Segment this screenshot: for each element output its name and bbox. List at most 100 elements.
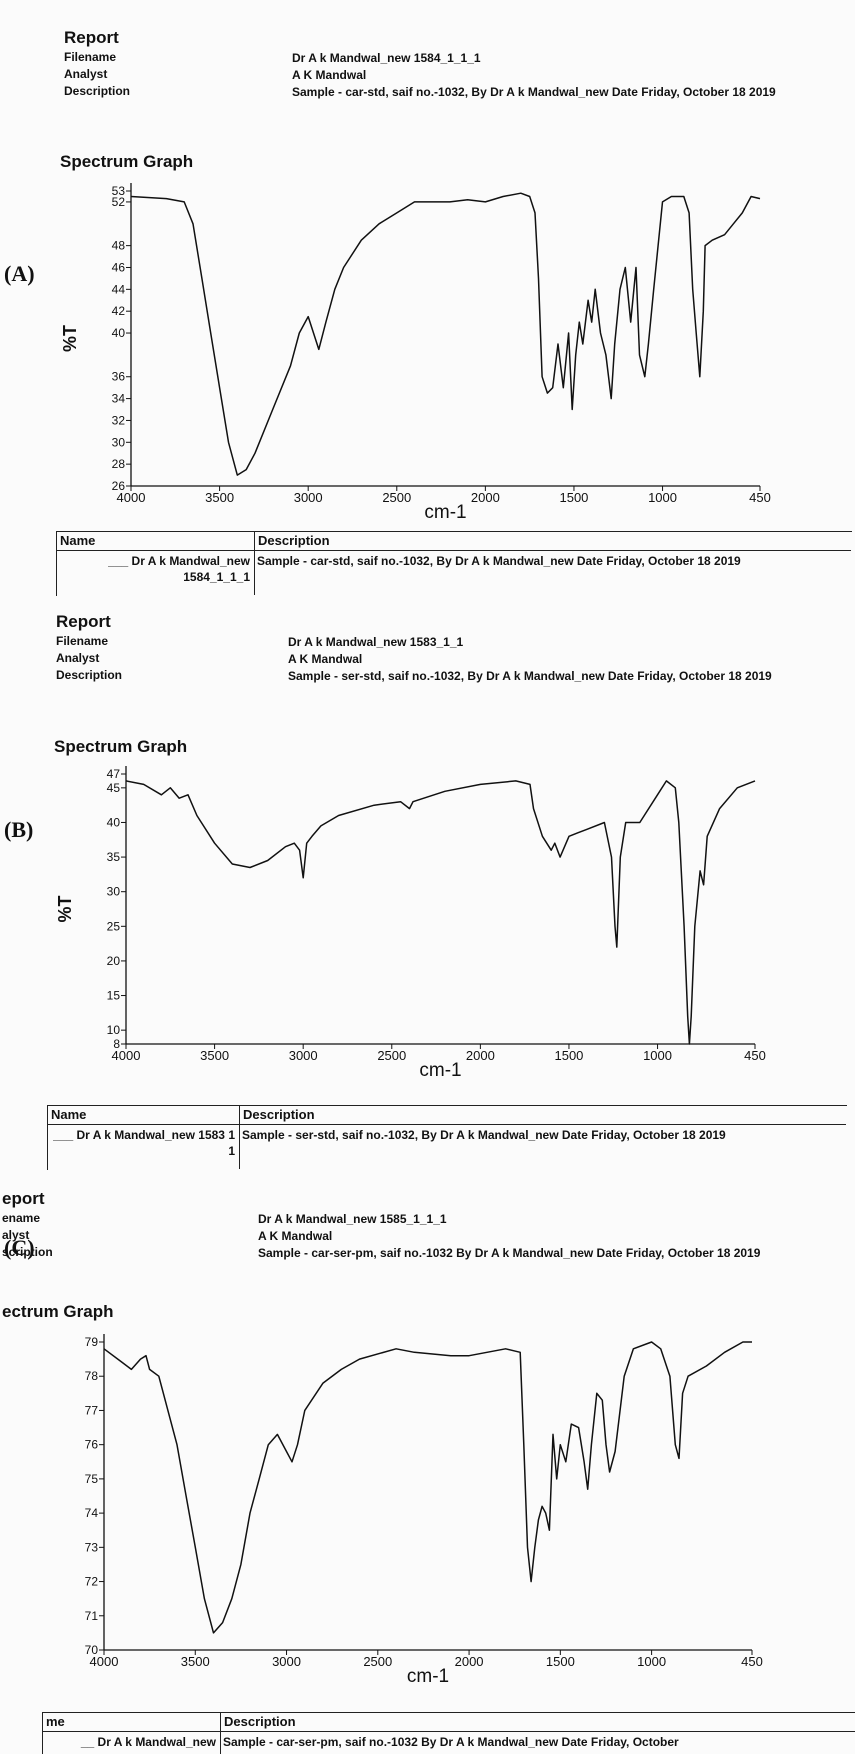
y-tick-label: 46 (112, 260, 126, 274)
y-tick-label: 42 (112, 304, 126, 318)
x-tick-label: 1500 (554, 1048, 583, 1063)
y-tick-label: 70 (85, 1643, 99, 1657)
x-tick-label: 450 (741, 1654, 763, 1669)
x-axis-label: cm-1 (419, 1060, 461, 1081)
table-header-rule (42, 1731, 855, 1732)
y-tick-label: 53 (112, 184, 126, 198)
report-heading: eport (2, 1189, 45, 1208)
table-header: me (46, 1714, 65, 1729)
field-value: Dr A k Mandwal_new 1585_1_1_1 (258, 1212, 447, 1226)
spectrum-line (125, 780, 756, 1045)
x-tick-label: 2000 (455, 1654, 484, 1669)
panel-label: (A) (4, 261, 35, 286)
spectrum-line (130, 192, 761, 476)
table-header: Name (51, 1107, 87, 1122)
y-tick-label: 71 (85, 1609, 99, 1623)
x-axis-label: cm-1 (424, 502, 466, 523)
panel-label: (C) (4, 1235, 35, 1260)
y-tick-label: 26 (112, 479, 126, 493)
panel-label: (B) (4, 817, 34, 842)
y-tick-label: 8 (113, 1037, 120, 1051)
table-cell: __ Dr A k Mandwal_new (80, 1735, 216, 1749)
x-tick-label: 4000 (117, 490, 146, 505)
x-tick-label: 450 (749, 490, 771, 505)
x-tick-label: 450 (744, 1048, 766, 1063)
y-tick-label: 52 (112, 195, 126, 209)
y-tick-label: 78 (85, 1369, 99, 1383)
x-tick-label: 2000 (471, 490, 500, 505)
y-tick-label: 35 (107, 850, 121, 864)
table-cell: Sample - ser-std, saif no.-1032, By Dr A… (242, 1128, 726, 1142)
y-tick-label: 10 (107, 1023, 121, 1037)
field-value: A K Mandwal (292, 68, 367, 82)
x-tick-label: 1000 (637, 1654, 666, 1669)
y-tick-label: 15 (107, 989, 121, 1003)
x-tick-label: 2500 (363, 1654, 392, 1669)
report-table (47, 1105, 847, 1170)
x-tick-label: 3500 (200, 1048, 229, 1063)
table-cell: ___ Dr A k Mandwal_new 1583 1 1 (53, 1128, 235, 1158)
y-tick-label: 20 (107, 954, 121, 968)
x-tick-label: 1500 (559, 490, 588, 505)
report-table (56, 531, 852, 596)
x-axis-label: cm-1 (407, 1666, 449, 1687)
field-value: A K Mandwal (258, 1229, 333, 1243)
y-tick-label: 76 (85, 1438, 99, 1452)
x-tick-label: 1500 (546, 1654, 575, 1669)
x-tick-label: 4000 (112, 1048, 141, 1063)
y-tick-label: 40 (107, 815, 121, 829)
spectrum-line (103, 1341, 752, 1634)
x-tick-label: 2000 (466, 1048, 495, 1063)
field-label: alyst (2, 1228, 30, 1242)
y-axis-label: %T (55, 895, 75, 922)
x-tick-label: 2500 (382, 490, 411, 505)
y-tick-label: 25 (107, 919, 121, 933)
field-value: Sample - ser-std, saif no.-1032, By Dr A… (288, 669, 772, 683)
field-label: Analyst (64, 67, 108, 81)
report-heading: Report (64, 28, 119, 47)
field-label: scription (2, 1245, 53, 1259)
report-heading: Report (56, 612, 111, 631)
y-tick-label: 79 (85, 1335, 99, 1349)
graph-title: Spectrum Graph (54, 737, 188, 756)
x-tick-label: 1000 (648, 490, 677, 505)
table-header: Description (258, 533, 330, 548)
field-label: Filename (56, 634, 109, 648)
field-value: Sample - car-std, saif no.-1032, By Dr A… (292, 85, 776, 99)
y-tick-label: 36 (112, 370, 126, 384)
y-tick-label: 74 (85, 1506, 99, 1520)
y-tick-label: 77 (85, 1403, 99, 1417)
field-label: ename (2, 1211, 41, 1225)
table-header: Description (224, 1714, 296, 1729)
table-divider (254, 531, 255, 595)
field-value: Dr A k Mandwal_new 1584_1_1_1 (292, 51, 481, 65)
y-axis-label: %T (60, 325, 80, 352)
y-tick-label: 47 (107, 767, 121, 781)
table-divider (239, 1105, 240, 1169)
field-value: Sample - car-ser-pm, saif no.-1032 By Dr… (258, 1246, 761, 1260)
y-tick-label: 72 (85, 1575, 99, 1589)
table-header: Name (60, 533, 96, 548)
field-value: A K Mandwal (288, 652, 363, 666)
y-tick-label: 30 (107, 885, 121, 899)
y-tick-label: 32 (112, 413, 126, 427)
y-tick-label: 40 (112, 326, 126, 340)
graph-title: Spectrum Graph (60, 152, 194, 171)
field-label: Analyst (56, 651, 100, 665)
table-cell: ___ Dr A k Mandwal_new 1584_1_1_1 (108, 554, 250, 584)
table-header-rule (47, 1124, 846, 1125)
table-header-rule (56, 550, 851, 551)
table-cell: Sample - car-ser-pm, saif no.-1032 By Dr… (223, 1735, 679, 1749)
y-tick-label: 34 (112, 392, 126, 406)
table-cell: Sample - car-std, saif no.-1032, By Dr A… (257, 554, 741, 568)
y-tick-label: 45 (107, 781, 121, 795)
x-tick-label: 3500 (181, 1654, 210, 1669)
field-value: Dr A k Mandwal_new 1583_1_1 (288, 635, 464, 649)
report-table (42, 1712, 855, 1754)
y-tick-label: 44 (112, 282, 126, 296)
x-tick-label: 1000 (643, 1048, 672, 1063)
x-tick-label: 3000 (272, 1654, 301, 1669)
x-tick-label: 2500 (377, 1048, 406, 1063)
